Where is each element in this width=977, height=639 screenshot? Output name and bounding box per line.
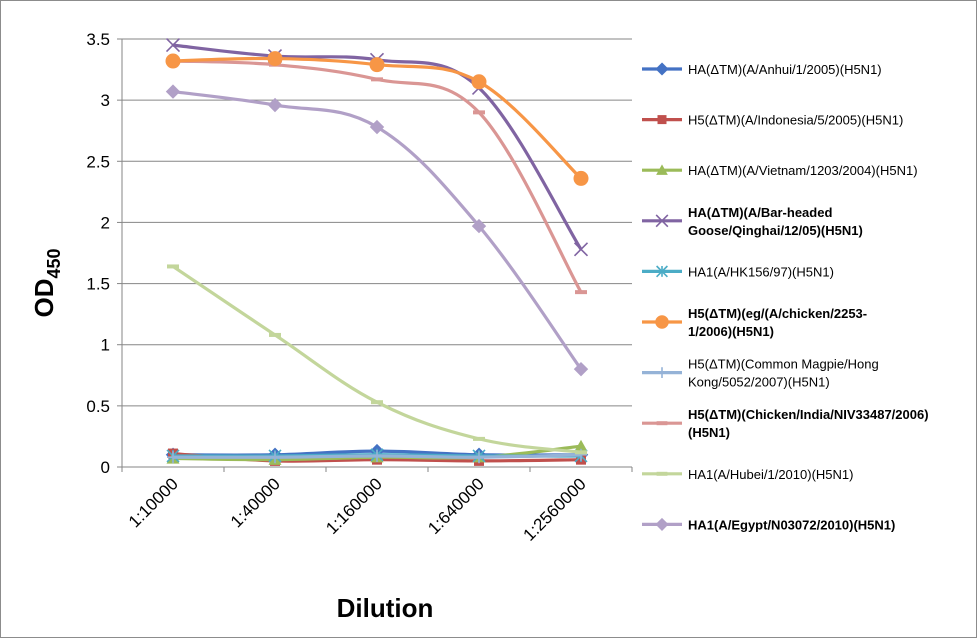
legend-item-7: H5(ΔTM)(Chicken/India/NIV33487/2006) (H5N… <box>642 407 929 440</box>
legend-item-4: HA1(A/HK156/97)(H5N1) <box>642 264 834 279</box>
legend-item-5: H5(ΔTM)(eg/(A/chicken/2253- 1/2006)(H5N1) <box>642 306 867 339</box>
data-point <box>167 451 179 464</box>
data-point <box>573 361 589 377</box>
data-point <box>369 119 385 135</box>
legend-item-9: HA1(A/Egypt/N03072/2010)(H5N1) <box>642 517 895 532</box>
y-axis-title-main: OD <box>29 279 59 318</box>
data-point <box>269 332 281 337</box>
legend-label: HA1(A/Egypt/N03072/2010)(H5N1) <box>688 517 895 532</box>
y-tick-label: 2 <box>101 213 110 232</box>
data-point <box>471 218 487 234</box>
series-5 <box>165 51 589 186</box>
legend-label: H5(ΔTM)(Chicken/India/NIV33487/2006) <box>688 407 929 422</box>
data-point <box>269 451 281 464</box>
series-6 <box>167 448 587 464</box>
legend-label: Kong/5052/2007)(H5N1) <box>688 375 830 390</box>
data-point <box>371 400 383 405</box>
legend-item-8: HA1(A/Hubei/1/2010)(H5N1) <box>642 467 853 482</box>
legend-label: HA1(A/HK156/97)(H5N1) <box>688 264 834 279</box>
data-point <box>473 451 485 464</box>
legend-key-marker <box>656 421 668 426</box>
data-point <box>575 290 587 295</box>
legend-label: H5(ΔTM)(eg/(A/chicken/2253- <box>688 306 867 321</box>
legend-item-0: HA(ΔTM)(A/Anhui/1/2005)(H5N1) <box>642 62 882 77</box>
x-tick-label: 1:10000 <box>125 474 182 531</box>
y-tick-label: 1.5 <box>86 275 110 294</box>
legend-label: HA(ΔTM)(A/Vietnam/1203/2004)(H5N1) <box>688 163 918 178</box>
data-point <box>165 53 181 69</box>
legend-item-2: HA(ΔTM)(A/Vietnam/1203/2004)(H5N1) <box>642 163 918 178</box>
legend-label: 1/2006)(H5N1) <box>688 324 774 339</box>
legend-item-3: HA(ΔTM)(A/Bar-headed Goose/Qinghai/12/05)… <box>642 205 863 238</box>
legend-label: H5(ΔTM)(Common Magpie/Hong <box>688 357 879 372</box>
legend-label: H5(ΔTM)(A/Indonesia/5/2005)(H5N1) <box>688 113 903 128</box>
data-point <box>473 436 485 441</box>
legend-item-6: H5(ΔTM)(Common Magpie/Hong Kong/5052/2007… <box>642 357 879 390</box>
data-point <box>573 242 589 257</box>
legend-key-marker <box>655 315 669 329</box>
legend-label: HA1(A/Hubei/1/2010)(H5N1) <box>688 467 853 482</box>
data-point <box>371 449 383 462</box>
series-layer <box>165 38 589 466</box>
gridlines <box>122 38 632 407</box>
x-axis-title: Dilution <box>337 593 434 623</box>
plot-area: 00.511.522.533.5 1:10000 1:40000 1:160000 1… <box>86 30 633 545</box>
x-tick-label: 1:2560000 <box>520 474 590 544</box>
x-axis-ticks: 1:10000 1:40000 1:160000 1:640000 1:2560000 <box>121 467 633 545</box>
legend-key-marker <box>655 214 669 228</box>
series-line <box>172 59 583 293</box>
x-tick-label: 1:40000 <box>227 474 284 531</box>
legend-label: HA(ΔTM)(A/Anhui/1/2005)(H5N1) <box>688 62 882 77</box>
data-point <box>167 264 179 269</box>
series-line <box>172 89 583 371</box>
legend-key-marker <box>655 62 669 76</box>
y-tick-label: 0 <box>101 458 110 477</box>
x-tick-label: 1:640000 <box>424 474 488 538</box>
data-point <box>471 74 487 90</box>
data-point <box>573 170 589 186</box>
data-point <box>165 38 181 53</box>
data-point <box>371 77 383 82</box>
series-8 <box>167 264 587 455</box>
y-axis-ticks: 0 0.5 1 1.5 2 2.5 3 3.5 <box>86 30 122 477</box>
plot-background <box>122 39 632 467</box>
legend-label: (H5N1) <box>688 425 730 440</box>
legend-label: Goose/Qinghai/12/05)(H5N1) <box>688 223 863 238</box>
data-point <box>165 84 181 99</box>
data-point <box>473 110 485 115</box>
y-tick-label: 3.5 <box>86 30 110 49</box>
legend-key-marker <box>656 164 668 175</box>
legend-key-marker <box>656 367 668 378</box>
y-axis-title-subscript: 450 <box>44 248 64 278</box>
data-point <box>267 51 283 67</box>
data-point <box>369 57 385 73</box>
y-tick-label: 1 <box>101 336 110 355</box>
legend-key-marker <box>657 115 667 125</box>
x-tick-label: 1:160000 <box>322 474 386 538</box>
legend-item-1: H5(ΔTM)(A/Indonesia/5/2005)(H5N1) <box>642 113 903 128</box>
y-tick-label: 2.5 <box>86 152 110 171</box>
series-9 <box>165 84 589 377</box>
legend-label: HA(ΔTM)(A/Bar-headed <box>688 205 832 220</box>
y-tick-label: 3 <box>101 91 110 110</box>
legend: HA(ΔTM)(A/Anhui/1/2005)(H5N1) H5(ΔTM)(A/I… <box>642 62 929 532</box>
y-tick-label: 0.5 <box>86 397 110 416</box>
legend-key-marker <box>656 265 668 278</box>
data-point <box>574 439 588 452</box>
data-point <box>267 97 283 113</box>
y-axis-title: OD450 <box>29 248 64 317</box>
data-point <box>575 450 587 455</box>
legend-key-marker <box>656 471 668 476</box>
legend-key-marker <box>655 517 669 531</box>
